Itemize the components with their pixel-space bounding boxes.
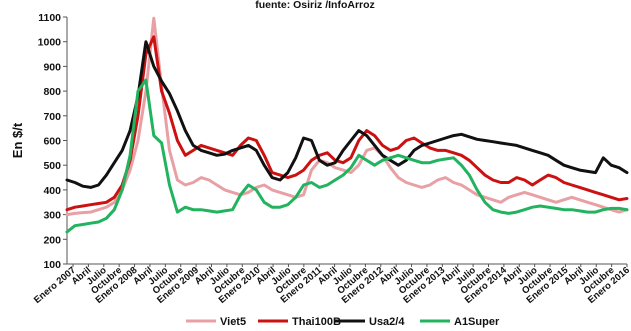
series-line-usa2-4 — [65, 40, 629, 189]
y-tick-label: 200 — [43, 234, 61, 246]
y-tick-label: 600 — [43, 136, 61, 148]
y-axis-title: En $/t — [10, 122, 25, 158]
y-tick-label: 100 — [43, 259, 61, 271]
y-tick-label: 500 — [43, 160, 61, 172]
series-lines — [65, 16, 629, 234]
legend-label: Thai100B — [292, 316, 341, 328]
y-tick-label: 700 — [43, 111, 61, 123]
legend: Viet5 Thai100B Usa2/4 A1Super — [186, 316, 500, 328]
y-tick-label: 800 — [43, 86, 61, 98]
x-tick-label: Enero 2007 — [32, 265, 78, 306]
y-tick-label: 400 — [43, 185, 61, 197]
series-line-a1super — [65, 78, 629, 234]
y-tick-label: 1000 — [38, 37, 62, 49]
y-axis-ticks: 100 200 300 400 500 600 700 800 900 1000 1100 — [38, 12, 67, 271]
series-line-thai100b — [65, 35, 629, 212]
legend-label: Usa2/4 — [369, 316, 405, 328]
y-tick-label: 300 — [43, 210, 61, 222]
legend-label: A1Super — [454, 316, 500, 328]
chart-title: fuente: Osiriz /InfoArroz — [255, 0, 375, 11]
y-tick-label: 1100 — [38, 12, 61, 24]
y-tick-label: 900 — [43, 61, 61, 73]
legend-label: Viet5 — [220, 316, 246, 328]
